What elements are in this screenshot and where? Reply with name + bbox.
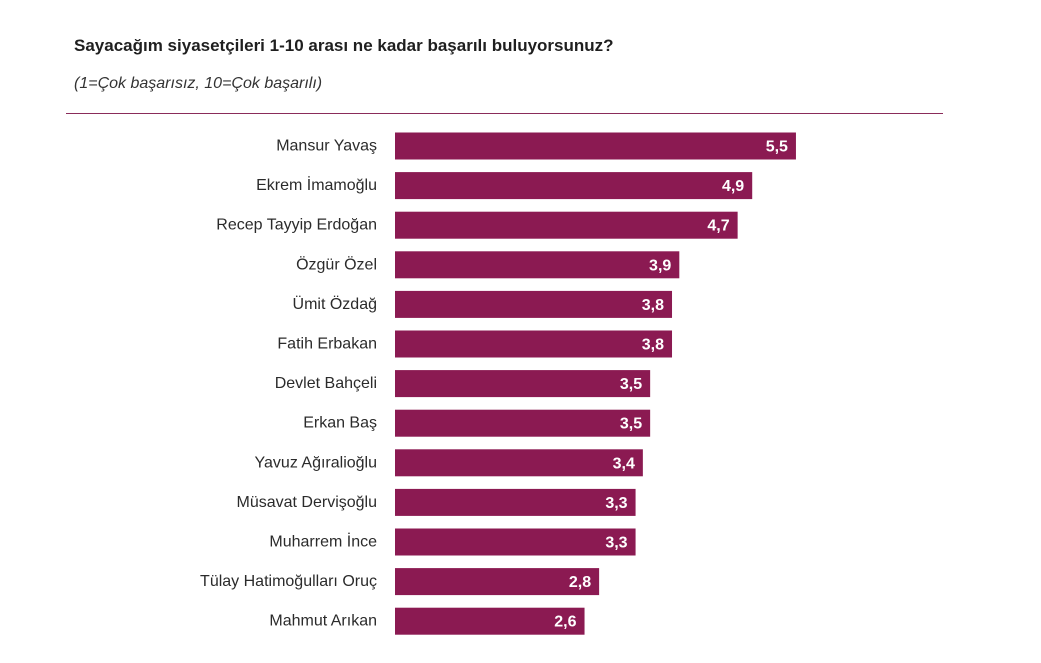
category-label: Ümit Özdağ bbox=[293, 295, 377, 313]
bar bbox=[395, 409, 651, 437]
category-label: Muharrem İnce bbox=[269, 532, 377, 551]
value-label: 3,4 bbox=[613, 455, 635, 472]
category-label: Özgür Özel bbox=[296, 255, 377, 273]
category-label: Mansur Yavaş bbox=[276, 138, 377, 155]
chart-title: Sayacağım siyasetçileri 1-10 arası ne ka… bbox=[74, 36, 614, 55]
value-label: 3,8 bbox=[642, 297, 664, 314]
bar bbox=[395, 211, 738, 239]
value-label: 3,3 bbox=[605, 495, 627, 512]
bar bbox=[395, 488, 636, 516]
bar bbox=[395, 330, 673, 358]
value-label: 2,6 bbox=[554, 614, 576, 631]
value-label: 3,8 bbox=[642, 337, 664, 354]
category-label: Erkan Baş bbox=[303, 415, 377, 432]
category-label: Yavuz Ağıralioğlu bbox=[255, 454, 377, 471]
value-label: 3,3 bbox=[605, 535, 627, 552]
category-label: Ekrem İmamoğlu bbox=[256, 175, 377, 194]
category-label: Müsavat Dervişoğlu bbox=[237, 494, 378, 511]
bar bbox=[395, 607, 585, 635]
title-divider bbox=[66, 113, 943, 114]
value-label: 3,5 bbox=[620, 416, 642, 433]
category-label: Fatih Erbakan bbox=[277, 336, 377, 353]
bar bbox=[395, 290, 673, 318]
bar bbox=[395, 568, 600, 596]
category-label: Devlet Bahçeli bbox=[275, 375, 377, 392]
value-label: 4,9 bbox=[722, 178, 744, 195]
bar bbox=[395, 528, 636, 556]
value-label: 5,5 bbox=[766, 139, 788, 156]
category-label: Mahmut Arıkan bbox=[269, 613, 377, 630]
value-label: 2,8 bbox=[569, 574, 591, 591]
bar bbox=[395, 132, 796, 160]
bar bbox=[395, 449, 643, 477]
category-label: Recep Tayyip Erdoğan bbox=[216, 217, 377, 234]
value-label: 3,5 bbox=[620, 376, 642, 393]
bar bbox=[395, 172, 753, 200]
bar bbox=[395, 370, 651, 398]
value-label: 4,7 bbox=[707, 218, 729, 235]
value-label: 3,9 bbox=[649, 257, 671, 274]
chart-subtitle: (1=Çok başarısız, 10=Çok başarılı) bbox=[74, 75, 323, 92]
category-label: Tülay Hatimoğulları Oruç bbox=[200, 573, 377, 590]
bar bbox=[395, 251, 680, 279]
